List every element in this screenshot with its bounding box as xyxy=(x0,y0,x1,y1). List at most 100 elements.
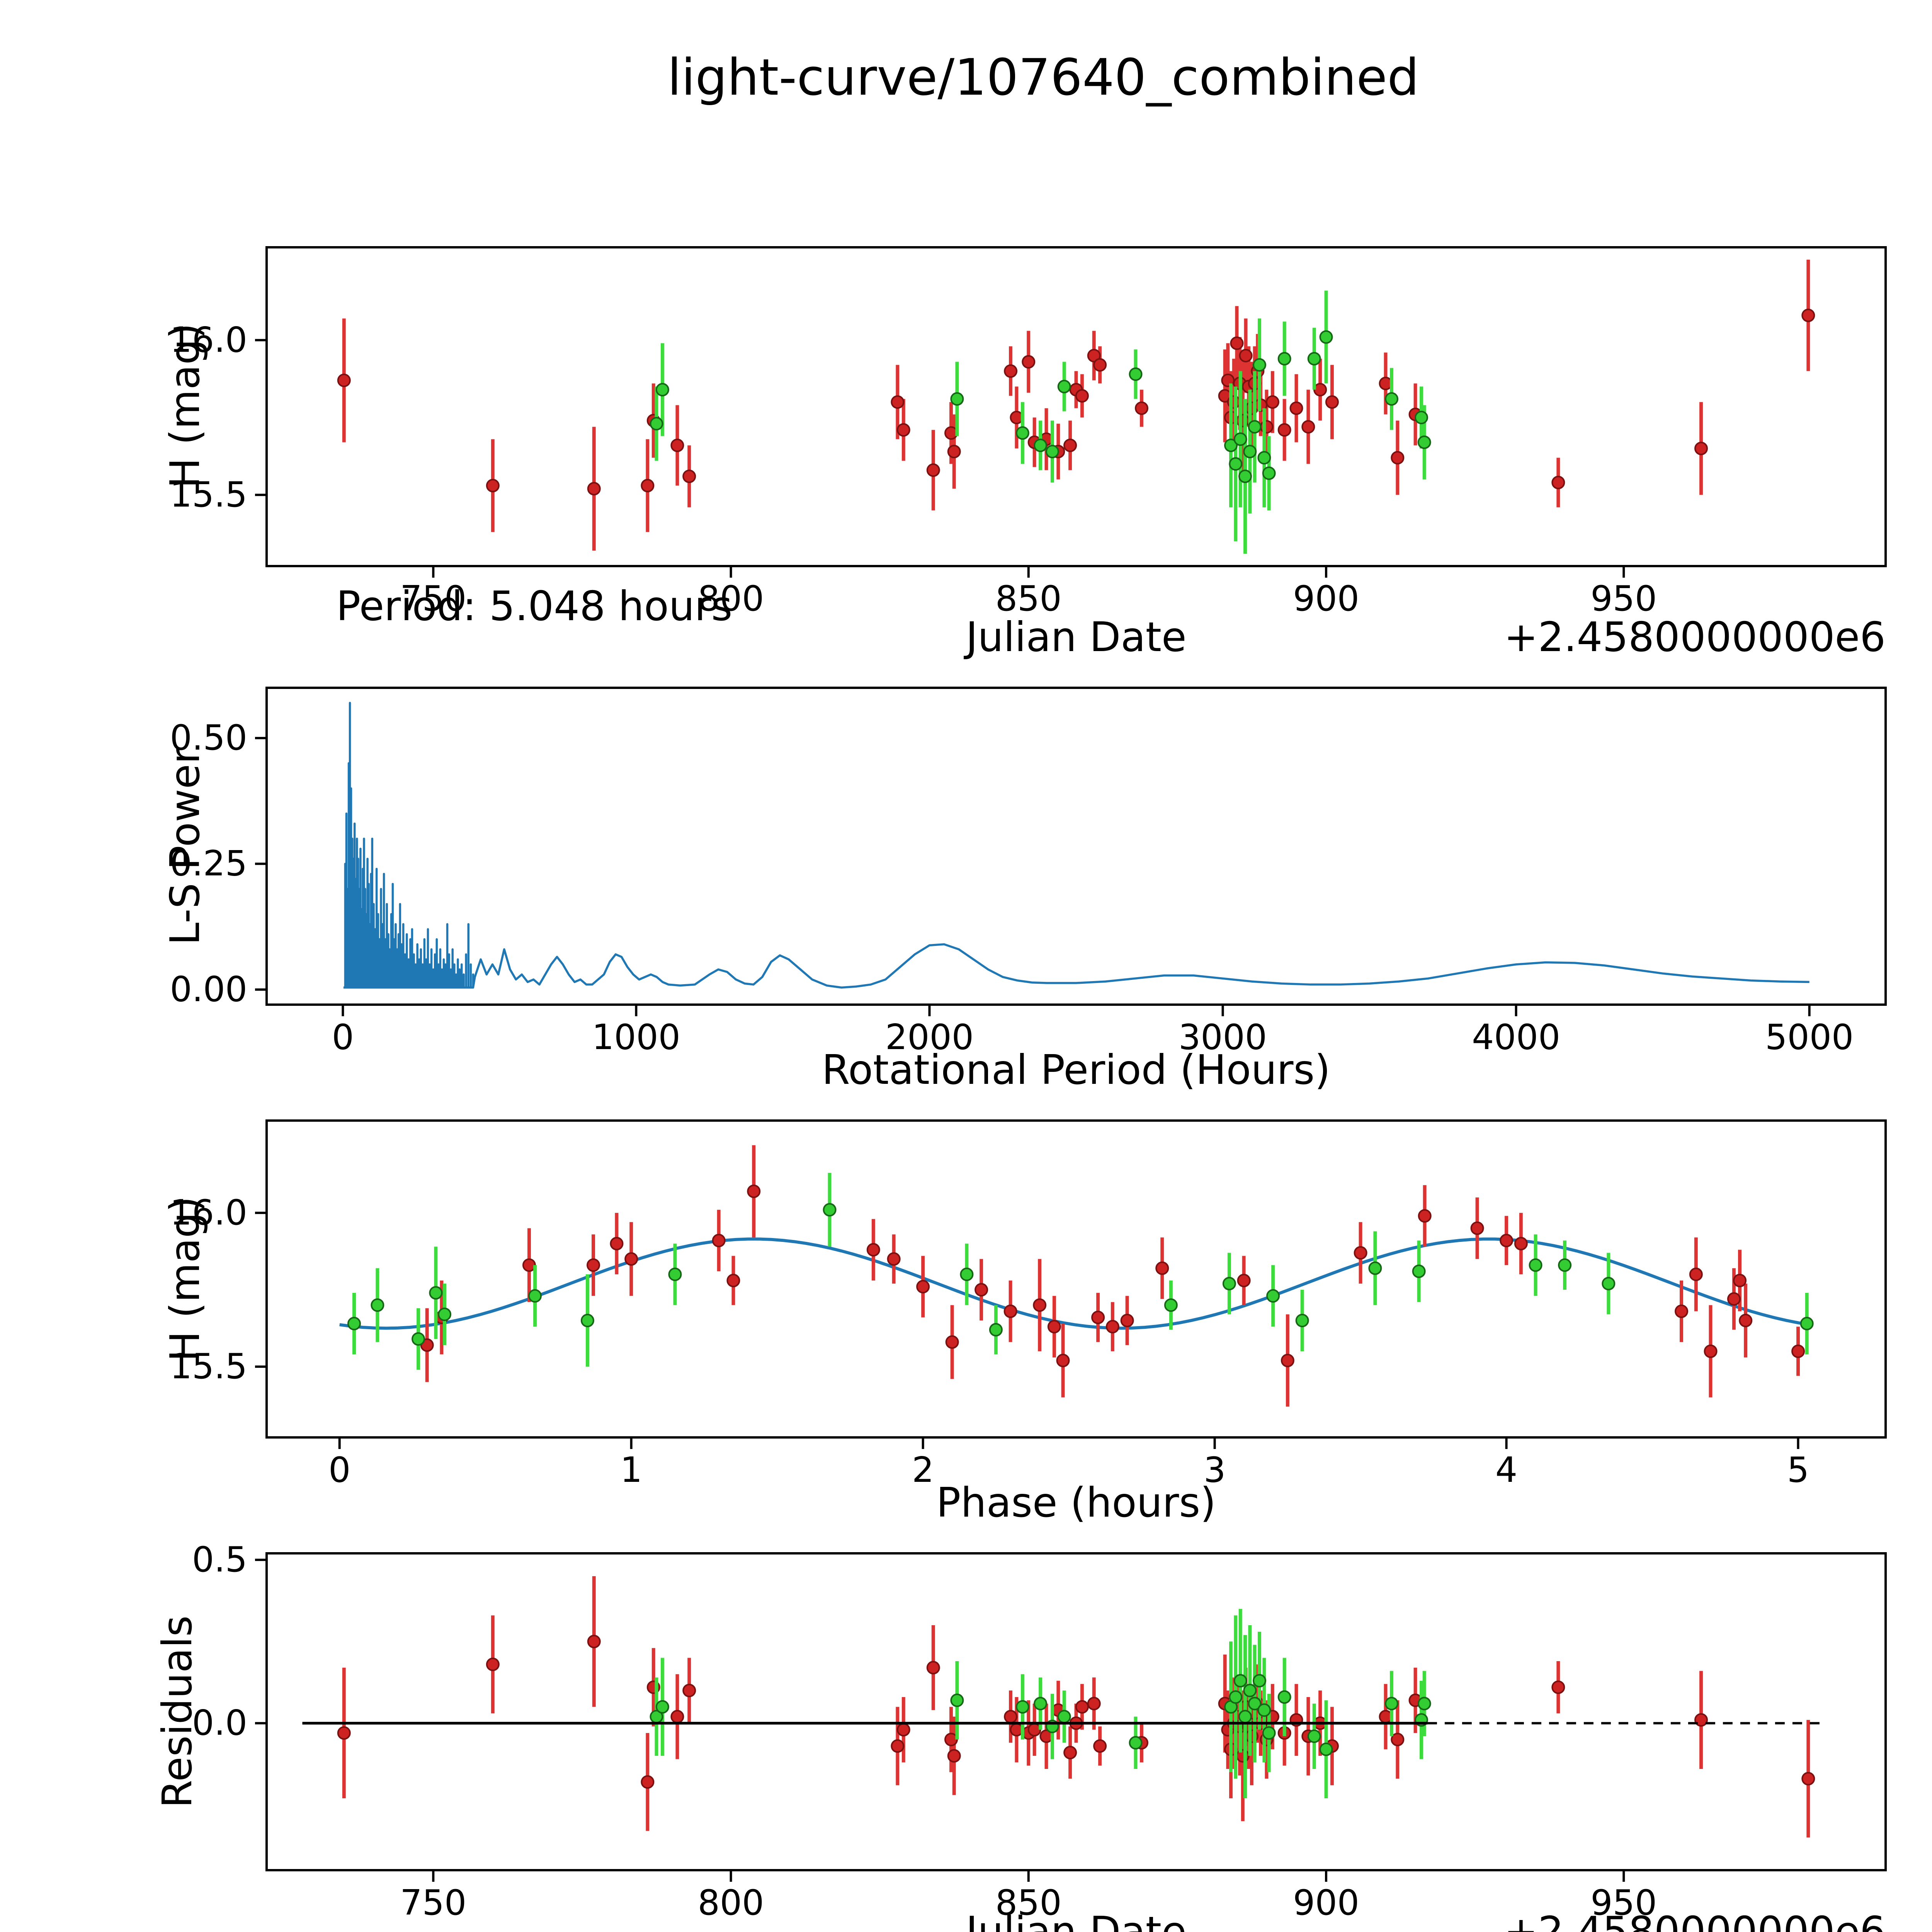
data-point xyxy=(887,1252,901,1266)
periodogram-ytick-label: 0.50 xyxy=(170,718,247,758)
data-point xyxy=(1500,1233,1514,1247)
data-point xyxy=(587,1258,600,1272)
data-point xyxy=(1704,1344,1718,1358)
data-point xyxy=(641,479,655,493)
data-point xyxy=(1105,1320,1119,1333)
data-point xyxy=(1057,379,1071,393)
data-point xyxy=(1265,395,1279,409)
data-point xyxy=(1551,476,1565,490)
data-point xyxy=(1470,1221,1484,1235)
data-point xyxy=(1307,352,1321,366)
data-point xyxy=(1087,1697,1101,1711)
phase-fit-line xyxy=(339,1237,1810,1330)
data-point xyxy=(1558,1258,1572,1272)
periodogram-xtick-label: 4000 xyxy=(1472,1017,1560,1058)
data-point xyxy=(1418,1209,1432,1223)
data-point xyxy=(1248,420,1262,434)
data-point xyxy=(1733,1274,1747,1287)
residuals-xtick-label: 850 xyxy=(995,1883,1062,1923)
data-point xyxy=(1551,1680,1565,1694)
data-point xyxy=(1727,1292,1741,1306)
data-point xyxy=(1514,1236,1528,1250)
data-point xyxy=(1248,1697,1262,1711)
data-point xyxy=(1277,423,1291,437)
periodogram-xtick-label: 5000 xyxy=(1765,1017,1854,1058)
data-point xyxy=(1063,1746,1077,1760)
data-point xyxy=(747,1184,761,1198)
data-point xyxy=(1087,349,1101,362)
data-point xyxy=(347,1316,361,1330)
data-point xyxy=(337,373,351,387)
data-point xyxy=(1262,1726,1276,1740)
data-point xyxy=(1129,1736,1143,1750)
phase-xtick-label: 5 xyxy=(1787,1450,1809,1490)
data-point xyxy=(950,392,964,406)
data-point xyxy=(1391,1733,1405,1747)
data-point xyxy=(1063,439,1077,452)
periodogram-ytick-label: 0.25 xyxy=(170,844,247,884)
data-point xyxy=(1010,1723,1024,1736)
data-point xyxy=(896,1723,910,1736)
data-point xyxy=(610,1236,624,1250)
data-point xyxy=(944,426,958,440)
data-point xyxy=(1529,1258,1543,1272)
data-point xyxy=(1047,1320,1061,1333)
data-point xyxy=(1319,330,1333,344)
data-point xyxy=(1354,1246,1367,1260)
data-point xyxy=(1379,1710,1393,1724)
data-point xyxy=(1093,1739,1107,1753)
residuals-xtick-label: 900 xyxy=(1293,1883,1359,1923)
jd-ylabel: H (mag) xyxy=(162,323,209,488)
data-point xyxy=(1602,1277,1616,1291)
data-point xyxy=(1236,414,1250,428)
data-point xyxy=(641,1775,655,1789)
data-point xyxy=(1301,420,1315,434)
data-point xyxy=(712,1233,726,1247)
periodogram-xtick-label: 1000 xyxy=(592,1017,680,1058)
data-point xyxy=(1801,1772,1815,1786)
data-point xyxy=(1417,1697,1431,1711)
data-point xyxy=(866,1243,880,1257)
data-point xyxy=(1155,1261,1169,1275)
periodogram-xtick-label: 0 xyxy=(332,1017,354,1058)
data-point xyxy=(1675,1304,1689,1318)
data-point xyxy=(891,1739,905,1753)
data-point xyxy=(1093,358,1107,372)
data-point xyxy=(1694,442,1708,456)
data-point xyxy=(1238,1710,1252,1724)
data-point xyxy=(1384,1697,1398,1711)
data-point xyxy=(896,423,910,437)
data-point xyxy=(1379,376,1393,390)
periodogram-xtick-label: 3000 xyxy=(1179,1017,1267,1058)
data-point xyxy=(1075,1700,1089,1714)
phase-green-series xyxy=(347,1173,1814,1370)
data-point xyxy=(670,439,684,452)
jd-xtick-label: 800 xyxy=(698,578,764,619)
data-point xyxy=(412,1332,425,1346)
data-point xyxy=(1260,420,1274,434)
data-point xyxy=(1229,457,1243,471)
data-point xyxy=(1243,445,1257,459)
data-point xyxy=(371,1298,384,1312)
data-point xyxy=(1295,1313,1309,1327)
data-point xyxy=(1003,1304,1017,1318)
data-point xyxy=(1004,364,1018,378)
data-point xyxy=(1266,1289,1280,1303)
data-point xyxy=(528,1289,542,1303)
data-point xyxy=(945,1335,959,1349)
data-point xyxy=(587,1634,601,1648)
residuals-xtick-label: 800 xyxy=(698,1883,764,1923)
phase-xtick-label: 1 xyxy=(620,1450,642,1490)
data-point xyxy=(947,1749,961,1763)
jd-axes: 750 800 850 900 950 15.5 16.0 xyxy=(170,246,1887,619)
data-point xyxy=(668,1267,682,1281)
data-point xyxy=(1368,1261,1382,1275)
data-point xyxy=(726,1274,740,1287)
data-point xyxy=(989,1323,1003,1337)
data-point xyxy=(1027,1723,1041,1736)
data-point xyxy=(1164,1298,1178,1312)
residuals-green-series xyxy=(650,1609,1431,1799)
data-point xyxy=(580,1313,594,1327)
